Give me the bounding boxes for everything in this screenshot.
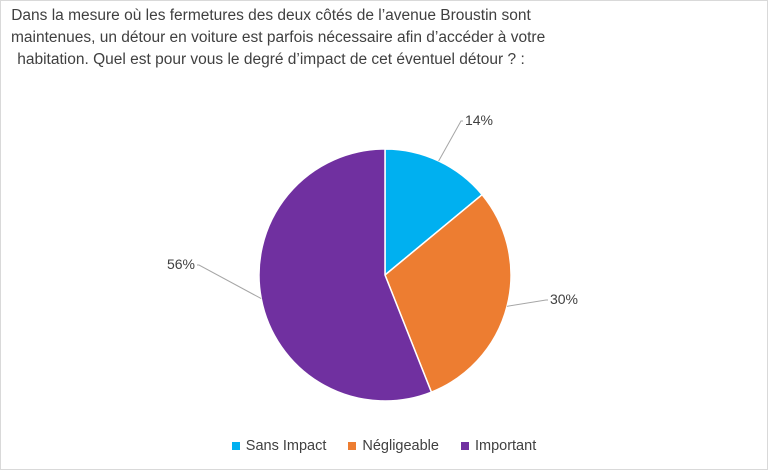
pie-slice-2 xyxy=(258,148,433,402)
data-label: 30% xyxy=(550,291,578,307)
legend-item-negligeable: Négligeable xyxy=(348,438,439,454)
legend: Sans Impact Négligeable Important xyxy=(1,438,767,454)
legend-item-sans-impact: Sans Impact xyxy=(231,438,327,454)
title-line: Dans la mesure où les fermetures des deu… xyxy=(11,7,531,24)
legend-item-important: Important xyxy=(460,438,537,454)
legend-label: Sans Impact xyxy=(245,438,327,454)
legend-swatch xyxy=(460,442,469,450)
leader-line xyxy=(506,299,548,307)
leader-line xyxy=(438,120,463,162)
chart-title: Dans la mesure où les fermetures des deu… xyxy=(11,5,546,71)
data-label: 56% xyxy=(167,256,195,272)
legend-swatch xyxy=(231,442,240,450)
leader-line xyxy=(197,264,262,300)
legend-swatch xyxy=(348,442,357,450)
title-line: maintenues, un détour en voiture est par… xyxy=(11,29,546,46)
legend-label: Négligeable xyxy=(362,438,439,454)
legend-label: Important xyxy=(474,438,537,454)
title-line: habitation. Quel est pour vous le degré … xyxy=(17,51,525,68)
data-label: 14% xyxy=(465,112,493,128)
